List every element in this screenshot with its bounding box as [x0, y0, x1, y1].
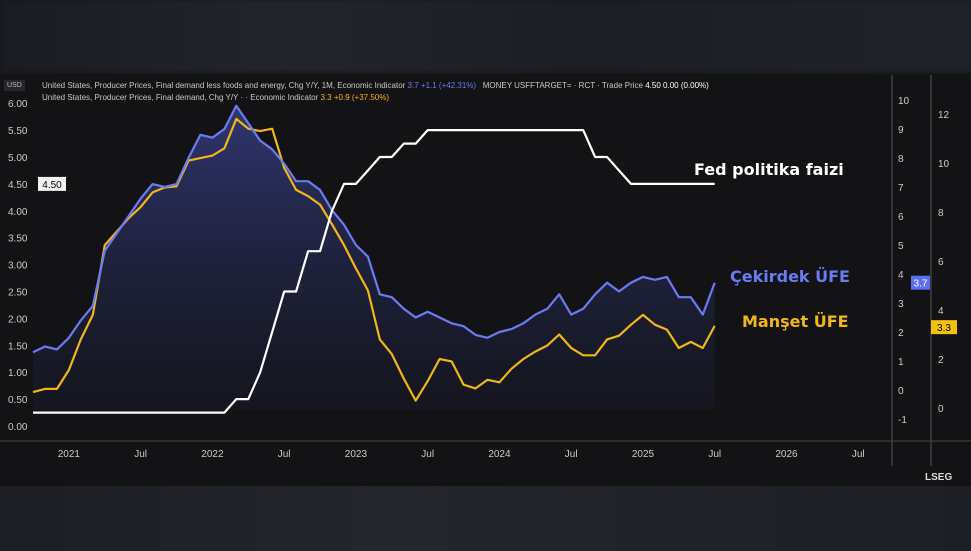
axis-b-tick: 2	[938, 355, 944, 366]
left-axis-tick: 1.50	[8, 341, 28, 352]
blurred-header	[0, 0, 971, 72]
x-axis-tick: 2022	[201, 449, 224, 460]
left-axis-tick: 5.50	[8, 126, 28, 137]
x-axis-tick: 2026	[775, 449, 798, 460]
x-axis-tick: Jul	[565, 449, 578, 460]
x-axis-tick: Jul	[421, 449, 434, 460]
x-axis-tick: 2025	[632, 449, 655, 460]
axis-a-tick: 7	[898, 183, 904, 194]
axis-b-tick: 6	[938, 257, 944, 268]
axis-a-tick: 8	[898, 154, 904, 165]
x-axis-tick: Jul	[278, 449, 291, 460]
left-axis-tick: 3.00	[8, 261, 28, 272]
left-axis-tick: 2.00	[8, 314, 28, 325]
core-last-label-bg	[911, 275, 930, 290]
axis-a-tick: 0	[898, 386, 904, 397]
fed-last-label: 4.50	[42, 180, 62, 191]
headline-last-label: 3.3	[937, 323, 951, 334]
legend-fed-change: 0.00 (0.00%)	[663, 81, 709, 90]
core-area-fill	[33, 105, 715, 411]
fed-rate-line	[33, 129, 715, 414]
legend-row-headline: United States, Producer Prices, Final de…	[42, 93, 389, 102]
x-axis-tick: Jul	[134, 449, 147, 460]
legend-headline-text: United States, Producer Prices, Final de…	[42, 93, 319, 102]
core-ppi-line	[32, 104, 716, 354]
axis-a-tick: 4	[898, 270, 904, 281]
left-axis-tick: 5.00	[8, 153, 28, 164]
left-axis-tick: 0.00	[8, 422, 28, 433]
x-axis-tick: Jul	[852, 449, 865, 460]
left-axis-tick: 6.00	[8, 99, 28, 110]
legend-core-text: United States, Producer Prices, Final de…	[42, 81, 406, 90]
axis-a-tick: 2	[898, 328, 904, 339]
x-axis-tick: 2021	[58, 449, 81, 460]
currency-label: USD	[4, 80, 25, 91]
annotation-fed: Fed politika faizi	[694, 160, 844, 179]
headline-ppi-line	[32, 117, 716, 402]
core-last-label: 3.7	[914, 279, 928, 290]
x-axis-tick: 2023	[345, 449, 368, 460]
blurred-footer	[0, 486, 971, 551]
legend-row-core: United States, Producer Prices, Final de…	[42, 81, 709, 90]
axis-a-tick: 9	[898, 125, 904, 136]
x-axis-tick: Jul	[708, 449, 721, 460]
left-axis-tick: 3.50	[8, 234, 28, 245]
axis-b-tick: 4	[938, 306, 944, 317]
axis-b-tick: 10	[938, 159, 950, 170]
annotation-core: Çekirdek ÜFE	[730, 267, 850, 286]
axis-a-tick: -1	[898, 415, 907, 426]
axis-b-tick: 0	[938, 404, 944, 415]
left-axis-tick: 4.00	[8, 207, 28, 218]
axis-a-tick: 1	[898, 357, 904, 368]
axis-a-tick: 10	[898, 96, 910, 107]
axis-a-tick: 6	[898, 212, 904, 223]
legend-headline-value: 3.3	[320, 93, 332, 102]
legend-fed-text: MONEY USFFTARGET= · RCT · Trade Price	[482, 81, 643, 90]
left-axis-tick: 0.50	[8, 395, 28, 406]
legend-core-change: +1.1 (+42.31%)	[420, 81, 477, 90]
axis-a-tick: 3	[898, 299, 904, 310]
left-axis-tick: 4.50	[8, 180, 28, 191]
legend-headline-change: +0.9 (+37.50%)	[333, 93, 390, 102]
fed-last-label-bg	[38, 176, 66, 191]
headline-last-label-bg	[931, 320, 957, 335]
axis-b-tick: 8	[938, 208, 944, 219]
axis-a-tick: 5	[898, 241, 904, 252]
legend-fed-value: 4.50	[645, 81, 661, 90]
left-axis-tick: 1.00	[8, 368, 28, 379]
legend-core-value: 3.7	[407, 81, 419, 90]
left-axis-tick: 2.50	[8, 288, 28, 299]
annotation-headline: Manşet ÜFE	[742, 312, 849, 331]
lseg-logo: LSEG	[925, 472, 953, 483]
x-axis-tick: 2024	[488, 449, 511, 460]
axis-b-tick: 12	[938, 110, 950, 121]
